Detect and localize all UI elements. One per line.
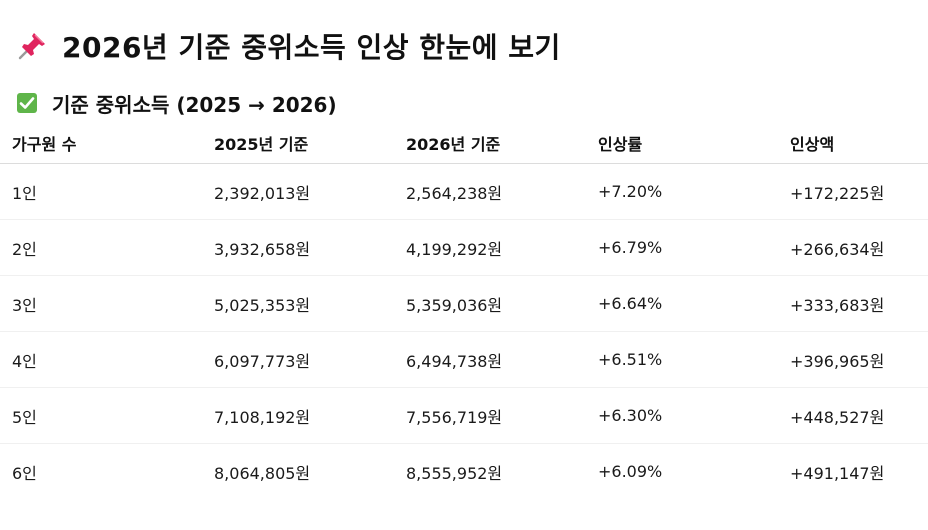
cell-household-size: 3인 [0,275,202,332]
table-header-row: 가구원 수 2025년 기준 2026년 기준 인상률 인상액 [0,122,928,164]
median-income-table: 가구원 수 2025년 기준 2026년 기준 인상률 인상액 1인 2,392… [0,122,928,499]
cell-2026-standard: 7,556,719원 [394,387,586,444]
header-household-size: 가구원 수 [0,122,202,164]
cell-2026-standard: 8,555,952원 [406,463,503,483]
cell-increase-rate: +7.20% [586,163,778,220]
table-row: 4인 6,097,773원 6,494,738원 +6.51% +396,965… [0,331,928,388]
cell-household-size: 1인 [0,163,202,220]
cell-household-size: 4인 [0,331,202,388]
cell-increase-rate: +6.51% [586,331,778,388]
header-increase-rate: 인상률 [586,122,778,164]
cell-increase-amount: +172,225원 [778,163,928,220]
header-2025-standard: 2025년 기준 [202,122,394,164]
cell-2025-standard: 6,097,773원 [202,331,394,388]
cell-household-size: 5인 [0,387,202,444]
header-increase-amount: 인상액 [778,122,928,164]
cell-household-size: 2인 [0,219,202,276]
cell-increase-amount: +396,965원 [778,331,928,388]
cell-2025-standard: 8,064,805원 [214,463,311,483]
cell-2025-standard: 7,108,192원 [202,387,394,444]
section-title: 기준 중위소득 (2025 → 2026) [52,92,337,117]
section-heading: 기준 중위소득 (2025 → 2026) [16,86,337,120]
page-heading: 2026년 기준 중위소득 인상 한눈에 보기 [16,24,561,68]
cell-increase-amount: +266,634원 [778,219,928,276]
cell-increase-amount: +333,683원 [778,275,928,332]
cell-increase-rate: +6.30% [586,387,778,444]
cell-household-size: 6인 [12,463,37,483]
table-row: 2인 3,932,658원 4,199,292원 +6.79% +266,634… [0,219,928,276]
header-2026-standard: 2026년 기준 [394,122,586,164]
cell-increase-amount: +491,147원 [790,463,885,483]
check-mark-button-icon [17,93,37,113]
cell-increase-rate: +6.09% [598,462,663,481]
pushpin-icon [18,33,45,60]
page-title: 2026년 기준 중위소득 인상 한눈에 보기 [62,31,561,64]
table-row: 6인 8,064,805원 8,555,952원 +6.09% +491,147… [0,444,928,500]
cell-increase-rate: +6.79% [586,219,778,276]
cell-2026-standard: 4,199,292원 [394,219,586,276]
cell-increase-rate: +6.64% [586,275,778,332]
cell-2025-standard: 3,932,658원 [202,219,394,276]
cell-2026-standard: 2,564,238원 [394,163,586,220]
table-row: 5인 7,108,192원 7,556,719원 +6.30% +448,527… [0,387,928,444]
cell-2026-standard: 5,359,036원 [394,275,586,332]
table-row: 1인 2,392,013원 2,564,238원 +7.20% +172,225… [0,163,928,220]
cell-2025-standard: 5,025,353원 [202,275,394,332]
cell-2026-standard: 6,494,738원 [394,331,586,388]
table-row: 3인 5,025,353원 5,359,036원 +6.64% +333,683… [0,275,928,332]
cell-increase-amount: +448,527원 [778,387,928,444]
cell-2025-standard: 2,392,013원 [202,163,394,220]
